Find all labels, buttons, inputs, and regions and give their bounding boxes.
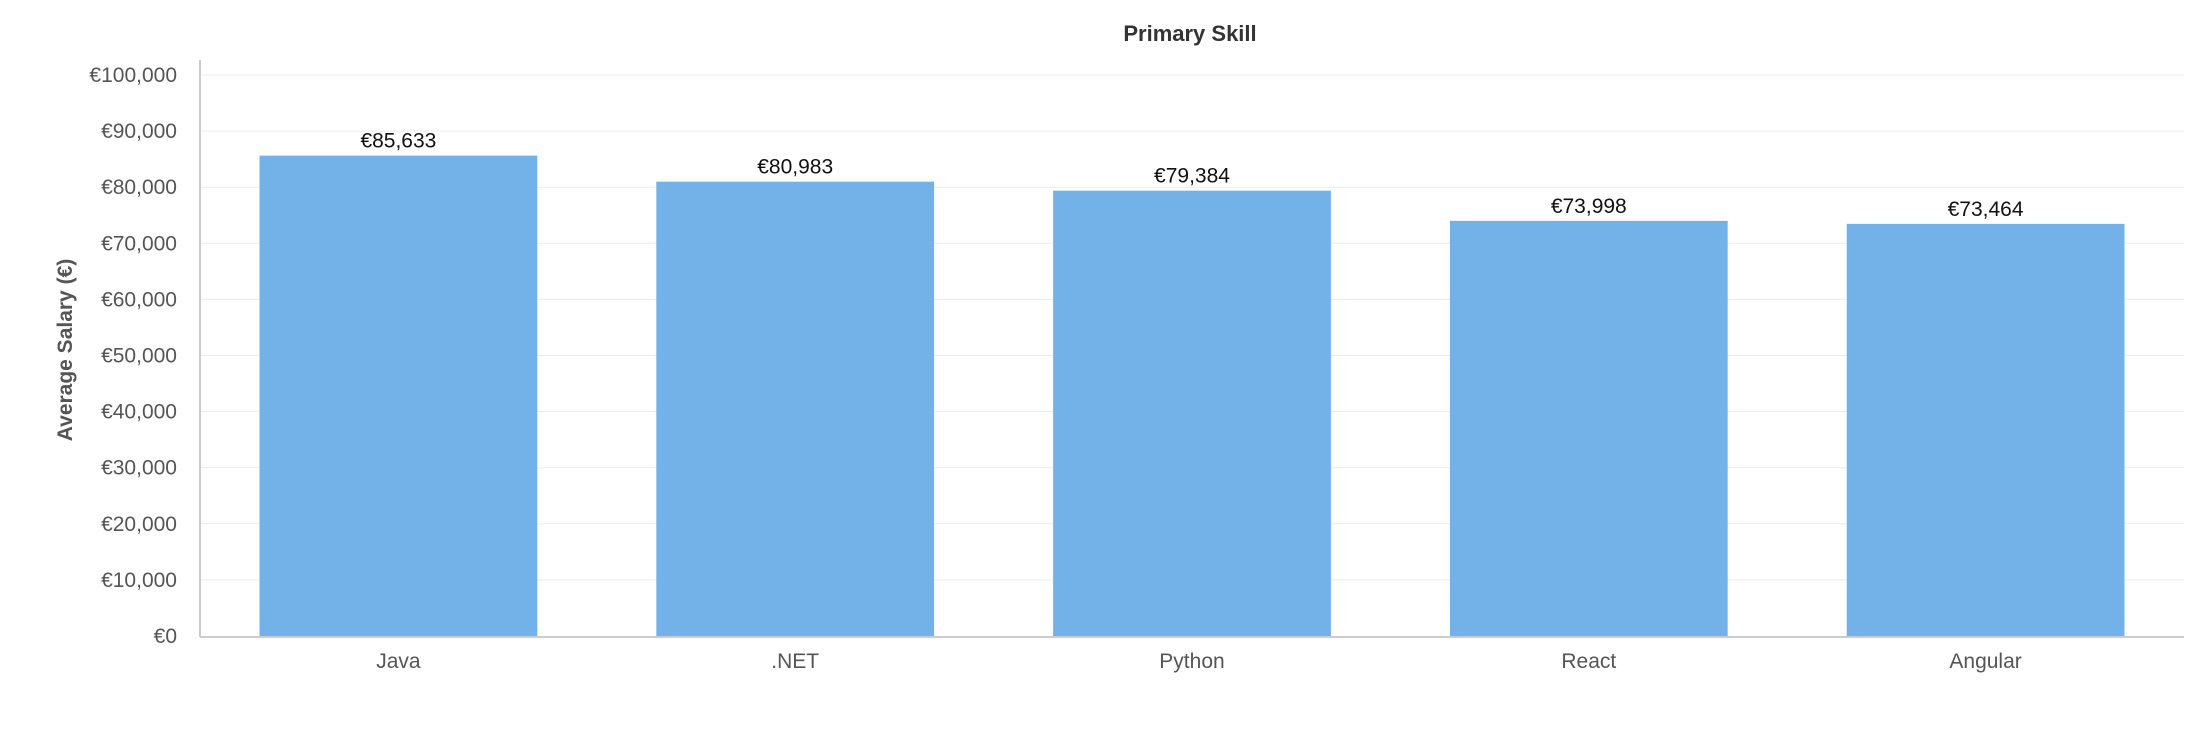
bar-net[interactable] xyxy=(656,181,935,636)
y-tick-label: €100,000 xyxy=(89,64,177,87)
y-tick-label: €60,000 xyxy=(101,288,177,311)
x-tick-label: Angular xyxy=(1949,650,2021,673)
y-tick-label: €90,000 xyxy=(101,120,177,143)
y-tick-label: €50,000 xyxy=(101,345,177,368)
y-tick-label: €80,000 xyxy=(101,176,177,199)
y-axis-label: Average Salary (€) xyxy=(54,259,77,442)
x-tick-label: React xyxy=(1561,650,1616,673)
y-tick-label: €70,000 xyxy=(101,232,177,255)
y-tick-label: €20,000 xyxy=(101,513,177,536)
data-label: €79,384 xyxy=(1154,165,1230,188)
x-axis-ticks: Java .NET Python React Angular xyxy=(376,650,2022,673)
y-tick-label: €10,000 xyxy=(101,569,177,592)
data-label: €73,998 xyxy=(1551,195,1627,218)
chart-title: Primary Skill xyxy=(1123,21,1256,46)
x-tick-label: .NET xyxy=(771,650,819,673)
x-tick-label: Python xyxy=(1159,650,1224,673)
axes xyxy=(199,60,2184,638)
y-tick-label: €0 xyxy=(154,625,177,648)
data-label: €85,633 xyxy=(360,130,436,153)
bar-react[interactable] xyxy=(1449,220,1728,636)
y-tick-label: €30,000 xyxy=(101,457,177,480)
bars xyxy=(259,155,2125,637)
data-label: €73,464 xyxy=(1948,198,2024,221)
x-tick-label: Java xyxy=(376,650,421,673)
bar-python[interactable] xyxy=(1053,190,1331,636)
data-labels: €85,633 €80,983 €79,384 €73,998 €73,464 xyxy=(360,130,2023,221)
y-tick-label: €40,000 xyxy=(101,401,177,424)
bar-java[interactable] xyxy=(259,155,538,636)
y-axis-ticks: €0 €10,000 €20,000 €30,000 €40,000 €50,000 €60… xyxy=(89,64,177,648)
data-label: €80,983 xyxy=(757,156,833,179)
bar-angular[interactable] xyxy=(1846,223,2125,637)
